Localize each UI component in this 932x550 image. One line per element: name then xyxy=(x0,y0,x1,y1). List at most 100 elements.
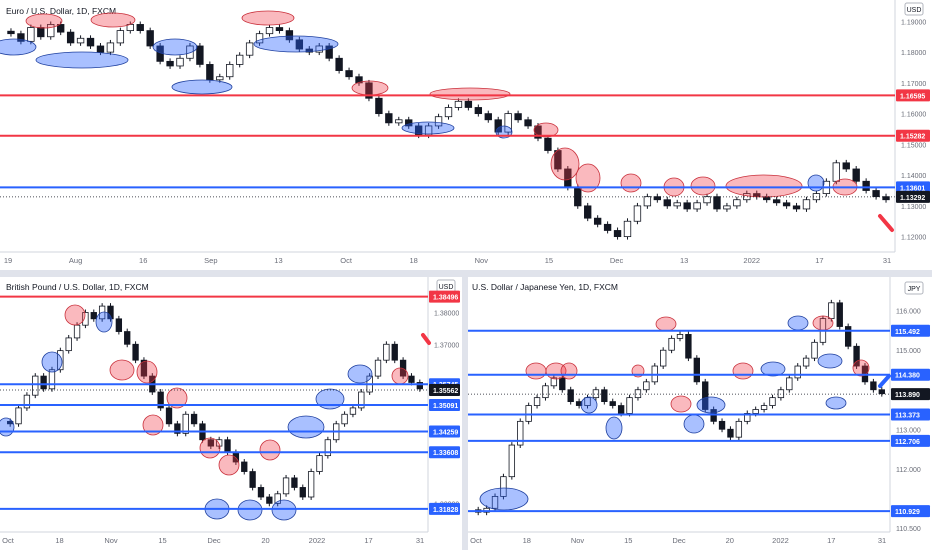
x-tick-label: Nov xyxy=(571,536,585,545)
candle-up xyxy=(324,439,332,457)
chart-svg: U.S. Dollar / Japanese Yen, 1D, FXCM JPY 1… xyxy=(468,277,930,545)
gbpusd-chart-panel[interactable]: British Pound / U.S. Dollar, 1D, FXCM USD… xyxy=(0,277,462,550)
support-circle-marker xyxy=(580,396,598,414)
y-tick-label: 1.13000 xyxy=(901,204,926,211)
candle-up xyxy=(733,199,741,207)
x-tick-label: 31 xyxy=(416,536,424,545)
usdjpy-chart-panel[interactable]: U.S. Dollar / Japanese Yen, 1D, FXCM JPY 1… xyxy=(468,277,932,550)
candle-up xyxy=(65,337,72,352)
x-tick-label: 13 xyxy=(274,256,282,265)
support-circle-marker xyxy=(401,121,455,135)
candle-up xyxy=(760,405,768,410)
resistance-circle-marker xyxy=(142,414,164,436)
candle-down xyxy=(40,375,47,390)
candle-down xyxy=(617,405,625,414)
support-circle-marker xyxy=(807,174,825,192)
candle-down xyxy=(464,100,473,108)
candle-up xyxy=(32,375,39,396)
candle-up xyxy=(794,365,801,379)
x-tick-label: Oct xyxy=(2,536,15,545)
eurusd-chart-panel[interactable]: Euro / U.S. Dollar, 1D, FXCM USD 1.19000 1.… xyxy=(0,0,932,270)
candle-up xyxy=(27,27,35,42)
level-price-badge xyxy=(891,505,930,518)
resistance-circle-marker xyxy=(655,316,677,332)
level-price-badge xyxy=(896,89,930,102)
candle-up xyxy=(216,76,224,81)
candle-up xyxy=(216,439,223,447)
candle-down xyxy=(335,57,343,71)
x-tick-label: 31 xyxy=(883,256,891,265)
candle-down xyxy=(584,205,592,219)
level-price-badge xyxy=(429,399,460,412)
x-tick-label: 2022 xyxy=(743,256,760,265)
level-price-badge xyxy=(891,408,930,421)
candle-down xyxy=(559,377,566,391)
level-price-badge xyxy=(429,446,460,459)
y-tick-label: 110.500 xyxy=(896,526,921,533)
y-tick-label: 115.000 xyxy=(896,348,921,355)
candle-down xyxy=(136,24,144,32)
last-price-badge xyxy=(896,190,930,203)
candle-up xyxy=(235,54,244,65)
candle-down xyxy=(862,180,870,191)
resistance-circle-marker xyxy=(812,315,834,331)
candle-down xyxy=(66,31,75,44)
candle-down xyxy=(405,119,413,127)
candle-down xyxy=(266,496,273,504)
candle-up xyxy=(15,407,22,425)
resistance-circle-marker xyxy=(575,163,601,193)
candle-down xyxy=(713,196,721,210)
candle-up xyxy=(643,196,652,207)
candle-up xyxy=(226,64,234,78)
x-tick-label: Sep xyxy=(204,256,217,265)
level-price-label: 1.35091 xyxy=(433,403,458,410)
candle-down xyxy=(474,107,483,115)
x-tick-label: 17 xyxy=(364,536,372,545)
resistance-circle-marker xyxy=(525,362,547,380)
candle-down xyxy=(257,487,265,498)
chart-svg: British Pound / U.S. Dollar, 1D, FXCM USD… xyxy=(0,277,460,545)
candle-up xyxy=(265,27,274,35)
candle-down xyxy=(872,190,880,198)
resistance-circle-marker xyxy=(25,13,63,29)
resistance-circle-marker xyxy=(391,367,409,385)
level-price-badge xyxy=(429,290,460,303)
candle-up xyxy=(383,343,390,361)
uptrend-arrow-icon xyxy=(878,374,891,388)
vertical-divider[interactable] xyxy=(462,277,468,550)
candle-down xyxy=(574,187,582,207)
support-circle-marker xyxy=(479,487,529,511)
candle-down xyxy=(836,302,843,327)
horizontal-divider[interactable] xyxy=(0,270,932,277)
resistance-circle-marker xyxy=(218,454,240,476)
candle-down xyxy=(207,439,214,447)
x-tick-label: 18 xyxy=(410,256,418,265)
candle-down xyxy=(345,70,353,78)
candle-up xyxy=(723,205,731,210)
candle-down xyxy=(693,357,700,383)
last-price-badge xyxy=(429,384,460,397)
support-circle-marker xyxy=(237,499,263,521)
candle-up xyxy=(634,389,642,399)
candle-up xyxy=(76,37,85,44)
candle-down xyxy=(878,389,885,395)
candle-up xyxy=(73,324,81,339)
y-tick-label: 1.12000 xyxy=(901,235,926,242)
candle-up xyxy=(358,391,365,409)
support-circle-marker xyxy=(347,364,373,384)
x-tick-label: 15 xyxy=(624,536,632,545)
candle-down xyxy=(57,24,65,33)
candle-down xyxy=(90,312,97,320)
candle-up xyxy=(182,413,189,434)
candle-up xyxy=(811,341,818,359)
candle-down xyxy=(603,223,612,231)
last-price-badge xyxy=(891,388,930,401)
candle-down xyxy=(416,382,423,390)
currency-label: USD xyxy=(907,7,922,14)
support-circle-marker xyxy=(152,38,198,56)
candle-down xyxy=(365,82,373,99)
candle-down xyxy=(305,48,313,53)
candle-down xyxy=(544,137,552,151)
candle-up xyxy=(106,42,115,53)
support-circle-marker xyxy=(41,351,63,373)
